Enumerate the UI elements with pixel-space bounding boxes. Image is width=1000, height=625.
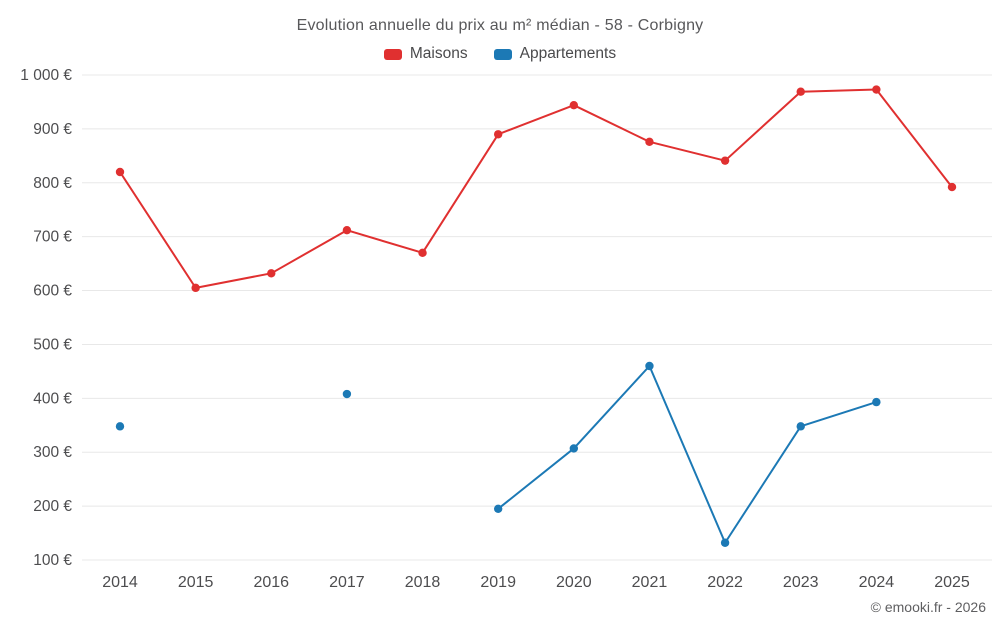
data-point-appartements-2022[interactable] xyxy=(720,538,730,547)
data-point-maisons-2019[interactable] xyxy=(493,130,503,139)
x-axis-label: 2025 xyxy=(934,574,970,591)
legend-label-appartements: Appartements xyxy=(519,45,617,62)
y-axis-label: 700 € xyxy=(33,229,72,246)
data-point-appartements-2014[interactable] xyxy=(115,422,125,431)
data-point-maisons-2024[interactable] xyxy=(872,85,881,94)
x-axis-label: 2015 xyxy=(178,574,214,591)
data-point-maisons-2014[interactable] xyxy=(115,167,125,177)
data-point-maisons-2023[interactable] xyxy=(796,87,805,96)
x-axis-label: 2016 xyxy=(253,574,289,591)
chart-title: Evolution annuelle du prix au m² médian … xyxy=(296,17,704,34)
legend-label-maisons: Maisons xyxy=(409,45,468,62)
y-axis-label: 200 € xyxy=(33,498,72,515)
x-axis-label: 2019 xyxy=(480,574,516,591)
y-axis-label: 100 € xyxy=(33,552,72,569)
footer-credit: © emooki.fr - 2026 xyxy=(870,599,986,615)
legend-swatch-maisons xyxy=(383,48,402,60)
series-line-maisons xyxy=(119,88,953,289)
y-axis-label: 600 € xyxy=(33,283,72,300)
data-point-appartements-2024[interactable] xyxy=(872,397,881,407)
x-axis-label: 2018 xyxy=(405,574,441,591)
x-axis-label: 2022 xyxy=(707,574,743,591)
data-point-maisons-2016[interactable] xyxy=(267,269,276,278)
y-axis-label: 1 000 € xyxy=(20,67,72,84)
x-axis-label: 2020 xyxy=(556,574,592,591)
data-point-appartements-2017[interactable] xyxy=(342,389,352,399)
data-point-maisons-2017[interactable] xyxy=(342,226,352,235)
y-axis-label: 300 € xyxy=(33,444,72,461)
data-point-maisons-2022[interactable] xyxy=(720,156,730,165)
legend-swatch-appartements xyxy=(493,48,512,60)
y-axis-label: 500 € xyxy=(33,336,72,353)
x-axis-label: 2024 xyxy=(859,574,895,591)
data-point-appartements-2020[interactable] xyxy=(569,444,579,453)
x-axis-label: 2014 xyxy=(102,574,138,591)
x-axis-label: 2017 xyxy=(329,574,365,591)
data-point-appartements-2019[interactable] xyxy=(493,504,503,514)
y-axis-label: 900 € xyxy=(33,121,72,138)
data-point-appartements-2021[interactable] xyxy=(645,361,654,371)
legend-item-appartements[interactable]: Appartements xyxy=(493,45,617,63)
data-point-maisons-2025[interactable] xyxy=(947,182,957,192)
x-axis-label: 2023 xyxy=(783,574,819,591)
y-axis-label: 400 € xyxy=(33,390,72,407)
legend-item-maisons[interactable]: Maisons xyxy=(383,45,468,63)
y-axis-label: 800 € xyxy=(33,175,72,192)
data-point-maisons-2021[interactable] xyxy=(645,137,654,147)
data-point-maisons-2015[interactable] xyxy=(191,283,200,293)
data-point-appartements-2023[interactable] xyxy=(796,422,805,431)
data-point-maisons-2020[interactable] xyxy=(569,100,579,110)
legend: Maisons Appartements xyxy=(0,45,1000,63)
data-point-maisons-2018[interactable] xyxy=(418,248,427,258)
x-axis-label: 2021 xyxy=(632,574,668,591)
series-line-appartements xyxy=(497,365,878,544)
